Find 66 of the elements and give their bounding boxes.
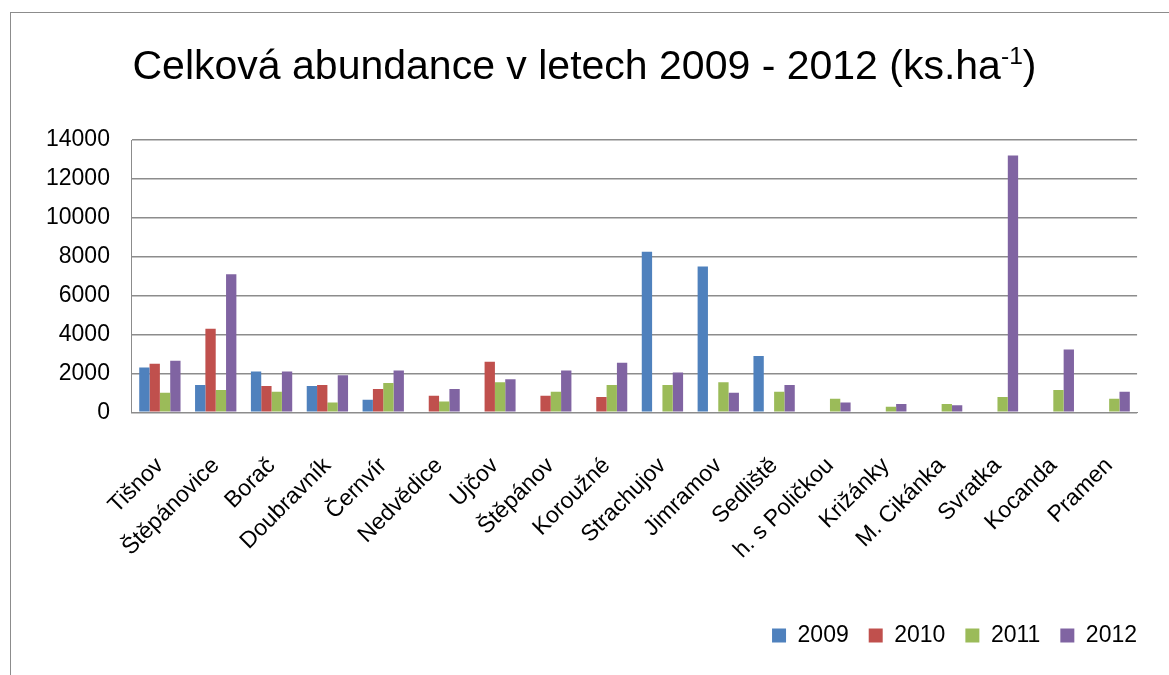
bar [139,367,150,412]
bar [226,274,237,412]
chart-title: Celková abundance v letech 2009 - 2012 (ks.ha$^{-1}$) [131,42,1038,89]
bar [261,386,272,412]
bar [195,385,206,412]
bar [372,388,384,412]
bar [774,391,785,412]
bar [616,362,628,412]
y-tick-label: 6000 [58,280,110,307]
bar [840,402,851,412]
y-tick-label: 10000 [45,203,110,230]
bar [271,391,282,412]
bar [281,371,293,412]
bar [484,361,495,412]
bar [753,355,764,412]
bar [662,385,673,412]
bar [896,403,907,412]
bar [1007,155,1019,412]
bar [428,395,440,412]
legend-label: 2010 [894,620,946,647]
y-tick-label: 4000 [58,319,110,346]
bar [728,392,739,412]
bar [1109,398,1120,412]
y-tick-label: 0 [97,397,110,424]
bar [997,397,1008,412]
bar [697,266,708,412]
y-tick-label: 8000 [58,242,110,269]
bar [449,388,460,412]
bar [170,360,181,412]
bar [941,403,952,412]
bar [718,382,729,412]
bar [383,383,394,412]
bar [362,399,373,412]
bar [885,406,897,412]
bar [596,397,607,412]
bar [215,389,227,412]
bar [1119,391,1130,412]
bar [327,402,338,412]
bar [561,370,572,412]
bar [641,251,653,412]
bar [1053,389,1064,412]
bar [337,375,349,412]
bar [494,382,506,412]
bar [784,385,795,412]
bar [1063,349,1074,412]
bar [159,392,171,412]
bar [606,385,617,412]
bar [250,371,262,412]
legend-label: 2012 [1085,620,1138,647]
bar [439,401,450,412]
bar [205,328,216,412]
bar [149,363,160,412]
bar [306,386,318,412]
bar [951,405,963,412]
bar [550,391,562,412]
y-tick-label: 2000 [58,358,110,385]
bar [393,370,404,412]
bar [672,372,684,412]
bar [317,385,328,412]
bar [505,379,516,412]
bar [829,398,841,412]
y-tick-label: 12000 [45,164,110,191]
legend-label: 2011 [990,620,1041,647]
bar [540,395,551,412]
y-tick-label: 14000 [45,125,110,152]
legend-label: 2009 [797,620,849,647]
